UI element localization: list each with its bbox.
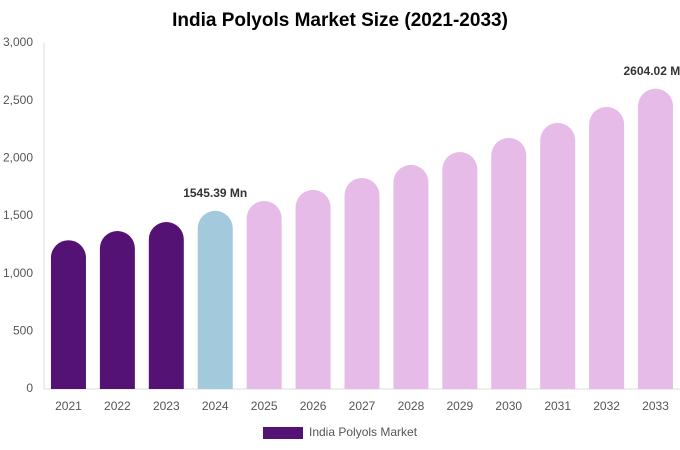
x-tick-label: 2026	[300, 399, 327, 413]
y-tick-label: 1,500	[3, 208, 33, 222]
y-tick-label: 2,500	[3, 93, 33, 107]
bar	[393, 164, 429, 389]
value-label: 1545.39 Mn	[183, 186, 247, 200]
bar	[197, 210, 233, 389]
value-label: 2604.02 Mn	[624, 64, 680, 78]
chart-title: India Polyols Market Size (2021-2033)	[172, 10, 508, 31]
y-tick-label: 500	[13, 324, 33, 338]
x-tick-label: 2025	[251, 399, 278, 413]
x-tick-label: 2032	[593, 399, 620, 413]
x-tick-label: 2022	[104, 399, 131, 413]
bar	[148, 221, 184, 389]
x-tick-label: 2027	[349, 399, 376, 413]
bar	[540, 122, 576, 389]
x-tick-label: 2031	[544, 399, 571, 413]
x-tick-label: 2033	[642, 399, 669, 413]
x-tick-label: 2029	[446, 399, 473, 413]
bar	[246, 201, 282, 389]
x-tick-label: 2023	[153, 399, 180, 413]
bar	[442, 151, 478, 389]
bar	[589, 106, 625, 390]
y-tick-label: 1,000	[3, 266, 33, 280]
x-tick-label: 2024	[202, 399, 229, 413]
legend-swatch	[263, 427, 303, 439]
bar	[99, 230, 135, 389]
y-tick-label: 3,000	[3, 35, 33, 49]
bar	[344, 177, 380, 389]
y-tick-label: 0	[26, 381, 33, 395]
bar	[295, 189, 331, 389]
bar	[491, 137, 527, 389]
bar	[50, 240, 86, 389]
x-tick-label: 2021	[55, 399, 82, 413]
legend-label: India Polyols Market	[309, 425, 418, 439]
y-tick-label: 2,000	[3, 151, 33, 165]
x-tick-label: 2028	[398, 399, 425, 413]
x-tick-label: 2030	[495, 399, 522, 413]
bar	[638, 88, 674, 390]
